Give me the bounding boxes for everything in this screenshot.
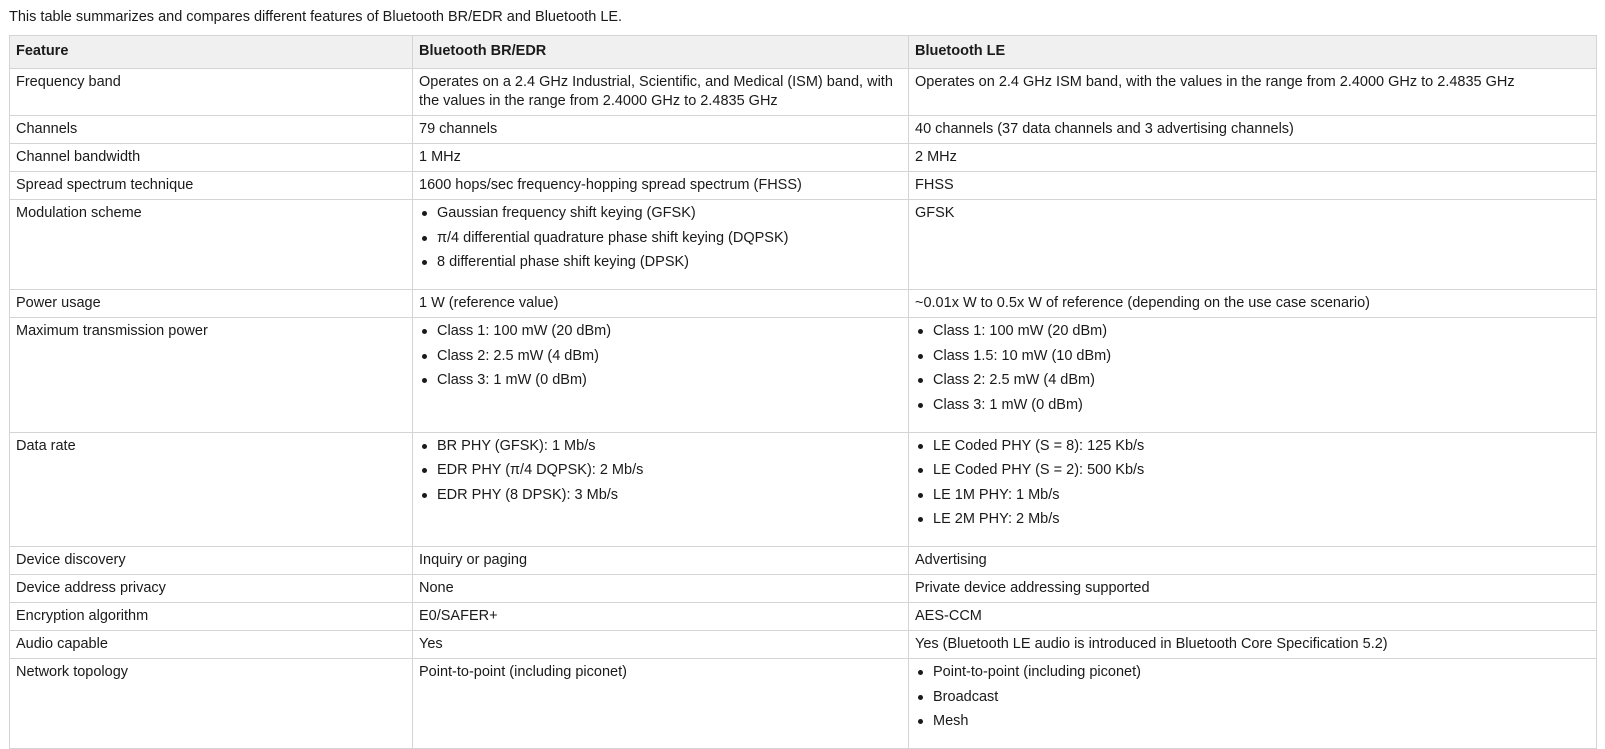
feature-cell: Channels — [9, 115, 413, 144]
bredr-cell: 1600 hops/sec frequency-hopping spread s… — [412, 171, 909, 200]
feature-cell: Frequency band — [9, 68, 413, 116]
feature-cell: Power usage — [9, 289, 413, 318]
list-item: Mesh — [915, 712, 1590, 731]
table-row: Network topology Point-to-point (includin… — [9, 658, 1597, 749]
list-item: LE 1M PHY: 1 Mb/s — [915, 486, 1590, 505]
bredr-list: Gaussian frequency shift keying (GFSK) π/… — [419, 204, 902, 272]
list-item: LE 2M PHY: 2 Mb/s — [915, 510, 1590, 529]
le-cell: Advertising — [908, 546, 1597, 575]
table-row: Modulation scheme Gaussian frequency shif… — [9, 199, 1597, 290]
feature-cell: Modulation scheme — [9, 199, 413, 290]
feature-cell: Spread spectrum technique — [9, 171, 413, 200]
table-row: Frequency band Operates on a 2.4 GHz Indu… — [9, 68, 1597, 116]
list-item: Broadcast — [915, 688, 1590, 707]
feature-cell: Encryption algorithm — [9, 602, 413, 631]
bredr-cell: Class 1: 100 mW (20 dBm) Class 2: 2.5 mW … — [412, 317, 909, 433]
le-cell: Class 1: 100 mW (20 dBm) Class 1.5: 10 mW… — [908, 317, 1597, 433]
le-cell: ~0.01x W to 0.5x W of reference (dependi… — [908, 289, 1597, 318]
bredr-cell: E0/SAFER+ — [412, 602, 909, 631]
bredr-cell: None — [412, 574, 909, 603]
table-row: Maximum transmission power Class 1: 100 m… — [9, 317, 1597, 433]
bredr-cell: 1 W (reference value) — [412, 289, 909, 318]
list-item: Class 1.5: 10 mW (10 dBm) — [915, 347, 1590, 366]
bredr-cell: 1 MHz — [412, 143, 909, 172]
list-item: BR PHY (GFSK): 1 Mb/s — [419, 437, 902, 456]
bredr-cell: BR PHY (GFSK): 1 Mb/s EDR PHY (π/4 DQPSK)… — [412, 431, 909, 547]
bredr-cell: Operates on a 2.4 GHz Industrial, Scient… — [412, 68, 909, 116]
table-row: Data rate BR PHY (GFSK): 1 Mb/s EDR PHY (π… — [9, 431, 1597, 547]
le-cell: FHSS — [908, 171, 1597, 200]
table-row: Encryption algorithm E0/SAFER+ AES-CCM — [9, 602, 1597, 631]
bredr-list: Class 1: 100 mW (20 dBm) Class 2: 2.5 mW … — [419, 322, 902, 390]
header-row: Feature Bluetooth BR/EDR Bluetooth LE — [9, 35, 1597, 69]
bredr-cell: Yes — [412, 630, 909, 659]
le-list: Class 1: 100 mW (20 dBm) Class 1.5: 10 mW… — [915, 322, 1590, 415]
list-item: EDR PHY (8 DPSK): 3 Mb/s — [419, 486, 902, 505]
table-row: Device discovery Inquiry or paging Adverti… — [9, 546, 1597, 575]
table-header: Feature Bluetooth BR/EDR Bluetooth LE — [9, 35, 1597, 69]
le-list: LE Coded PHY (S = 8): 125 Kb/s LE Coded P… — [915, 437, 1590, 530]
le-cell: 2 MHz — [908, 143, 1597, 172]
le-cell: LE Coded PHY (S = 8): 125 Kb/s LE Coded P… — [908, 431, 1597, 547]
list-item: Class 2: 2.5 mW (4 dBm) — [419, 347, 902, 366]
le-cell: AES-CCM — [908, 602, 1597, 631]
list-item: Class 1: 100 mW (20 dBm) — [419, 322, 902, 341]
le-cell: Operates on 2.4 GHz ISM band, with the v… — [908, 68, 1597, 116]
table-body: Frequency band Operates on a 2.4 GHz Indu… — [9, 68, 1597, 749]
le-cell: 40 channels (37 data channels and 3 adve… — [908, 115, 1597, 144]
table-row: Spread spectrum technique 1600 hops/sec f… — [9, 171, 1597, 200]
list-item: Class 3: 1 mW (0 dBm) — [915, 396, 1590, 415]
list-item: Gaussian frequency shift keying (GFSK) — [419, 204, 902, 223]
table-row: Device address privacy None Private device… — [9, 574, 1597, 603]
header-feature: Feature — [9, 35, 413, 69]
feature-cell: Device address privacy — [9, 574, 413, 603]
list-item: Class 3: 1 mW (0 dBm) — [419, 371, 902, 390]
list-item: Class 2: 2.5 mW (4 dBm) — [915, 371, 1590, 390]
table-row: Audio capable Yes Yes (Bluetooth LE audio … — [9, 630, 1597, 659]
le-cell: Point-to-point (including piconet) Broadc… — [908, 658, 1597, 749]
list-item: Class 1: 100 mW (20 dBm) — [915, 322, 1590, 341]
header-bredr: Bluetooth BR/EDR — [412, 35, 909, 69]
bredr-list: BR PHY (GFSK): 1 Mb/s EDR PHY (π/4 DQPSK)… — [419, 437, 902, 505]
list-item: LE Coded PHY (S = 2): 500 Kb/s — [915, 461, 1590, 480]
le-cell: Yes (Bluetooth LE audio is introduced in… — [908, 630, 1597, 659]
bredr-cell: 79 channels — [412, 115, 909, 144]
intro-text: This table summarizes and compares diffe… — [9, 9, 623, 25]
header-le: Bluetooth LE — [908, 35, 1597, 69]
bredr-cell: Gaussian frequency shift keying (GFSK) π/… — [412, 199, 909, 290]
feature-cell: Network topology — [9, 658, 413, 749]
feature-cell: Device discovery — [9, 546, 413, 575]
list-item: 8 differential phase shift keying (DPSK) — [419, 253, 902, 272]
list-item: LE Coded PHY (S = 8): 125 Kb/s — [915, 437, 1590, 456]
list-item: Point-to-point (including piconet) — [915, 663, 1590, 682]
list-item: EDR PHY (π/4 DQPSK): 2 Mb/s — [419, 461, 902, 480]
le-cell: Private device addressing supported — [908, 574, 1597, 603]
comparison-table: Feature Bluetooth BR/EDR Bluetooth LE Fr… — [9, 35, 1597, 749]
feature-cell: Channel bandwidth — [9, 143, 413, 172]
le-cell: GFSK — [908, 199, 1597, 290]
feature-cell: Maximum transmission power — [9, 317, 413, 433]
list-item: π/4 differential quadrature phase shift … — [419, 229, 902, 248]
bredr-cell: Point-to-point (including piconet) — [412, 658, 909, 749]
bredr-cell: Inquiry or paging — [412, 546, 909, 575]
table-row: Power usage 1 W (reference value) ~0.01x W… — [9, 289, 1597, 318]
table-row: Channels 79 channels 40 channels (37 data … — [9, 115, 1597, 144]
feature-cell: Data rate — [9, 431, 413, 547]
table-row: Channel bandwidth 1 MHz 2 MHz — [9, 143, 1597, 172]
feature-cell: Audio capable — [9, 630, 413, 659]
le-list: Point-to-point (including piconet) Broadc… — [915, 663, 1590, 731]
